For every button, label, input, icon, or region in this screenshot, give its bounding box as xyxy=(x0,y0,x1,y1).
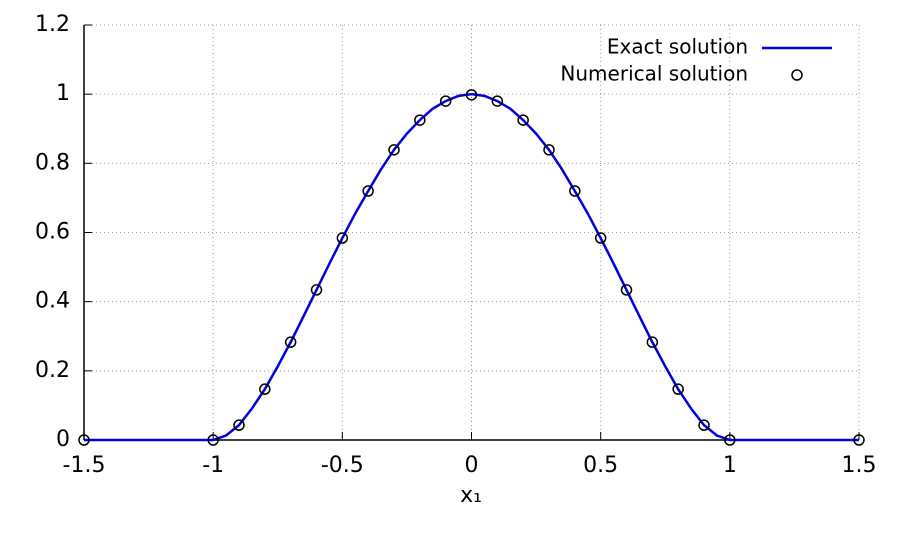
legend-label: Exact solution xyxy=(607,35,748,59)
data-point xyxy=(233,419,245,431)
data-point xyxy=(543,144,555,156)
x-tick-label: -0.5 xyxy=(321,453,364,478)
x-tick-label: 1.5 xyxy=(842,453,877,478)
data-point xyxy=(698,419,710,431)
data-point xyxy=(569,185,581,197)
x-tick-label: 1 xyxy=(723,453,737,478)
data-point xyxy=(646,336,659,348)
x-tick-label: 0.5 xyxy=(583,453,618,478)
legend-label: Numerical solution xyxy=(560,62,748,86)
y-tick-label: 0.4 xyxy=(35,289,70,314)
y-tick-label: 0.2 xyxy=(35,358,70,383)
x-axis-label: x₁ xyxy=(460,483,482,508)
data-point xyxy=(491,95,504,107)
data-point xyxy=(284,336,297,348)
data-point xyxy=(310,284,323,296)
data-point xyxy=(465,89,478,101)
data-point xyxy=(517,114,529,126)
legend-swatch xyxy=(791,69,803,81)
data-point xyxy=(620,284,633,296)
y-tick-label: 0 xyxy=(56,427,70,452)
data-point xyxy=(259,383,271,395)
x-tick-label: -1.5 xyxy=(63,453,106,478)
data-point xyxy=(724,434,736,446)
y-tick-label: 0.8 xyxy=(35,150,70,175)
data-point xyxy=(414,114,426,126)
exact-line xyxy=(84,92,859,442)
y-tick-label: 1 xyxy=(56,81,70,106)
data-point xyxy=(207,434,219,446)
data-point xyxy=(336,232,349,244)
data-point xyxy=(853,434,865,446)
data-point xyxy=(362,185,374,197)
data-point xyxy=(388,144,400,156)
x-tick-label: 0 xyxy=(465,453,479,478)
data-point xyxy=(672,383,684,395)
y-tick-label: 1.2 xyxy=(35,12,70,37)
y-tick-label: 0.6 xyxy=(35,220,70,245)
data-point xyxy=(594,232,607,244)
x-tick-label: -1 xyxy=(202,453,224,478)
data-point xyxy=(78,434,90,446)
data-point xyxy=(439,95,452,107)
